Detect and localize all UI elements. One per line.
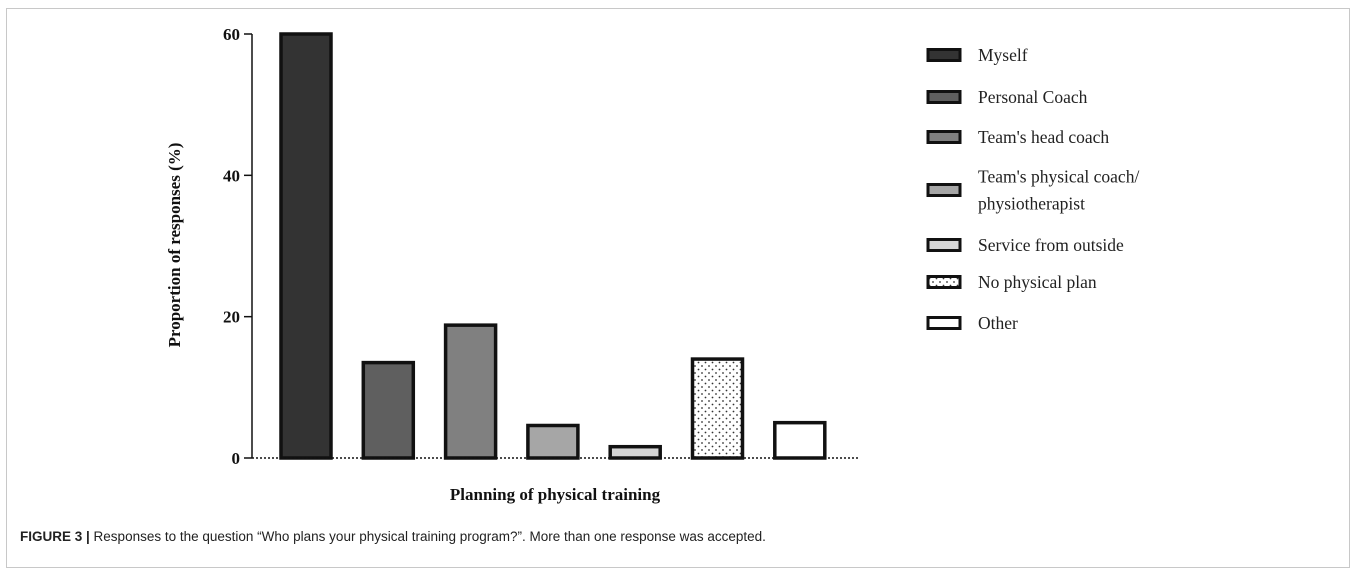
y-tick-label-40: 40 [223,166,240,185]
bar-2 [361,360,416,460]
x-axis-label: Planning of physical training [450,485,661,504]
bar-5 [608,444,662,460]
legend-swatch-4 [926,183,962,197]
bar-4 [526,423,580,460]
legend-swatch-5 [926,238,962,252]
legend-label-2: Personal Coach [978,87,1088,107]
figure-caption: FIGURE 3 | Responses to the question “Wh… [20,529,1340,544]
legend-label-1: Myself [978,45,1028,65]
legend-label-3: Team's head coach [978,127,1109,147]
legend-label-5: Service from outside [978,235,1124,255]
caption-label: FIGURE 3 | [20,529,90,544]
legend-swatch-2 [926,90,962,104]
legend-swatch-6 [926,275,962,289]
bar-7 [773,420,827,460]
caption-text: Responses to the question “Who plans you… [89,529,766,544]
y-tick-label-20: 20 [223,308,240,327]
bar-6 [690,357,745,460]
y-tick-label-0: 0 [232,449,241,468]
legend-swatch-7 [926,316,962,330]
legend-label-6: No physical plan [978,272,1097,292]
legend-label-4: physiotherapist [978,194,1085,214]
bar-3 [443,323,498,460]
legend-label-4: Team's physical coach/ [978,167,1139,187]
legend-swatch-1 [926,48,962,62]
y-axis-label: Proportion of responses (%) [165,143,184,348]
legend-label-7: Other [978,313,1018,333]
legend-swatch-3 [926,130,962,144]
figure-frame [6,8,1350,568]
bar-1 [279,32,333,460]
y-tick-label-60: 60 [223,25,240,44]
